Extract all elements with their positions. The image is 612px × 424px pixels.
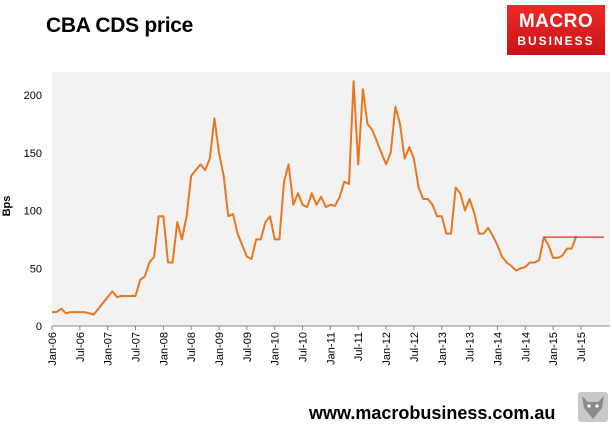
x-tick-label: Jan-10 xyxy=(270,332,282,366)
x-tick-label: Jul-11 xyxy=(353,332,365,361)
x-tick-label: Jul-13 xyxy=(465,332,477,362)
x-tick-label: Jul-12 xyxy=(409,332,421,362)
x-tick-label: Jan-09 xyxy=(214,332,226,366)
series-group xyxy=(52,80,605,316)
x-axis: Jan-06 Jul-06 Jan-07 Jul-07 Jan-08 Jul-08 Jan-… xyxy=(47,325,610,366)
page-title: CBA CDS price xyxy=(46,14,194,37)
y-axis-label: Bps xyxy=(1,196,13,217)
y-tick-label: 0 xyxy=(36,321,42,333)
logo-line-2: BUSINESS xyxy=(517,34,595,48)
plot-area xyxy=(52,72,610,326)
x-tick-label: Jan-07 xyxy=(103,332,115,366)
x-tick-label: Jan-06 xyxy=(47,332,59,366)
y-tick-label: 100 xyxy=(24,206,42,218)
x-tick-label: Jan-11 xyxy=(325,332,337,365)
x-tick-label: Jan-12 xyxy=(381,332,393,366)
y-tick-label: 200 xyxy=(24,90,42,102)
y-axis: 0 50 100 150 200 xyxy=(24,90,42,333)
x-tick-label: Jul-07 xyxy=(131,332,143,362)
x-tick-label: Jan-13 xyxy=(437,332,449,366)
x-tick-label: Jul-14 xyxy=(520,332,532,362)
x-tick-label: Jul-09 xyxy=(242,332,254,362)
logo-line-1: MACRO xyxy=(518,11,594,32)
y-tick-label: 50 xyxy=(30,263,42,275)
x-tick-label: Jul-15 xyxy=(576,332,588,362)
y-tick-label: 150 xyxy=(24,148,42,160)
x-tick-label: Jan-15 xyxy=(548,332,560,366)
series-line xyxy=(52,80,578,316)
wolf-icon xyxy=(578,392,608,422)
x-tick-label: Jul-08 xyxy=(186,332,198,362)
macrobusiness-logo: MACRO BUSINESS xyxy=(507,5,605,55)
x-tick-label: Jan-08 xyxy=(158,332,170,366)
x-tick-label: Jan-14 xyxy=(492,332,504,366)
x-tick-label: Jul-06 xyxy=(75,332,87,362)
footer-url[interactable]: www.macrobusiness.com.au xyxy=(309,403,556,423)
x-tick-label: Jul-10 xyxy=(298,332,310,362)
